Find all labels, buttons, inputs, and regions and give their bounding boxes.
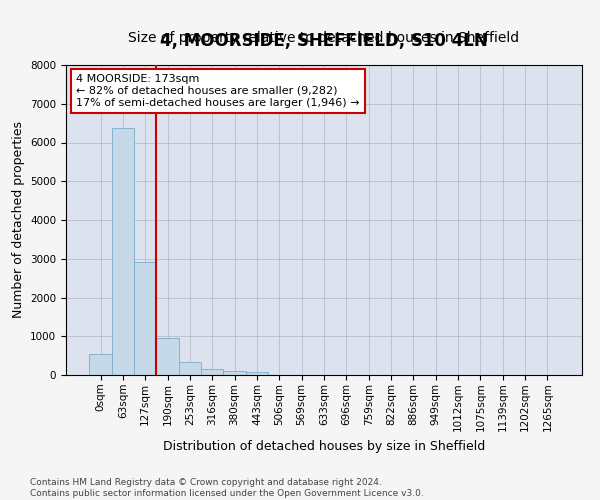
Bar — [112, 128, 134, 375]
Bar — [223, 371, 246, 375]
Bar — [201, 369, 223, 375]
Bar — [179, 362, 201, 375]
Bar — [89, 354, 112, 375]
Text: Contains HM Land Registry data © Crown copyright and database right 2024.
Contai: Contains HM Land Registry data © Crown c… — [30, 478, 424, 498]
Bar — [134, 262, 157, 375]
Title: 4, MOORSIDE, SHEFFIELD, S10 4LN: 4, MOORSIDE, SHEFFIELD, S10 4LN — [160, 32, 488, 50]
Text: Size of property relative to detached houses in Sheffield: Size of property relative to detached ho… — [128, 31, 520, 45]
X-axis label: Distribution of detached houses by size in Sheffield: Distribution of detached houses by size … — [163, 440, 485, 452]
Bar — [157, 338, 179, 375]
Text: 4 MOORSIDE: 173sqm
← 82% of detached houses are smaller (9,282)
17% of semi-deta: 4 MOORSIDE: 173sqm ← 82% of detached hou… — [76, 74, 360, 108]
Y-axis label: Number of detached properties: Number of detached properties — [11, 122, 25, 318]
Bar — [246, 372, 268, 375]
